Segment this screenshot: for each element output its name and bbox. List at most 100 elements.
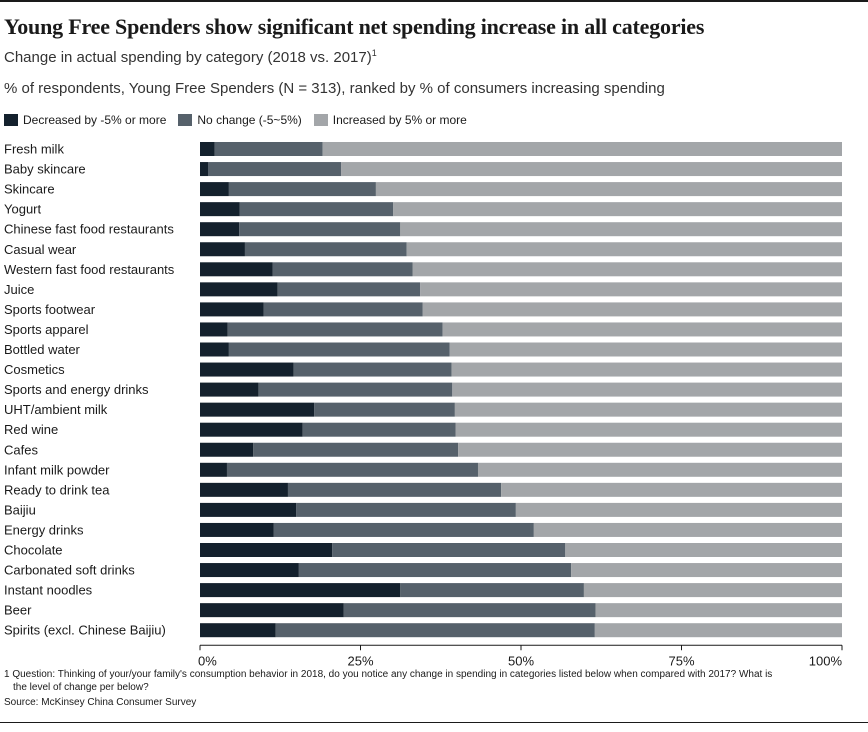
- bar-segment-infant-milk-powder-increased: [477, 462, 842, 477]
- bar-segment-red-wine-decreased: [200, 422, 303, 437]
- x-tick-label-0: 0%: [198, 653, 217, 666]
- top-rule: [0, 0, 868, 2]
- bar-segment-skincare-decreased: [200, 182, 229, 197]
- bar-segment-chinese-fast-food-restaurants-no-change: [239, 222, 401, 237]
- bar-segment-instant-noodles-no-change: [400, 583, 584, 598]
- category-label-chinese-fast-food-restaurants: Chinese fast food restaurants: [4, 222, 174, 237]
- category-label-bottled-water: Bottled water: [4, 342, 81, 357]
- bar-segment-chocolate-no-change: [332, 543, 566, 557]
- bar-segment-uht-ambient-milk-no-change: [314, 402, 455, 417]
- bar-segment-casual-wear-increased: [406, 242, 842, 257]
- bar-segment-cosmetics-decreased: [200, 362, 294, 377]
- bar-segment-cosmetics-no-change: [293, 362, 452, 377]
- bar-segment-red-wine-increased: [455, 422, 842, 437]
- bar-segment-beer-decreased: [200, 603, 344, 618]
- category-label-spirits-excl-chinese-baijiu: Spirits (excl. Chinese Baijiu): [4, 623, 166, 638]
- category-label-baijiu: Baijiu: [4, 502, 36, 517]
- bar-segment-baby-skincare-no-change: [208, 162, 342, 177]
- bar-segment-uht-ambient-milk-decreased: [200, 402, 315, 417]
- bar-segment-bottled-water-no-change: [228, 342, 450, 357]
- bar-segment-sports-footwear-no-change: [263, 302, 423, 317]
- bar-segment-fresh-milk-no-change: [214, 142, 323, 156]
- bar-segment-yogurt-decreased: [200, 202, 240, 217]
- bar-segment-juice-increased: [420, 282, 842, 297]
- category-label-red-wine: Red wine: [4, 422, 58, 437]
- bar-segment-carbonated-soft-drinks-decreased: [200, 563, 299, 578]
- bar-segment-cafes-no-change: [253, 442, 459, 457]
- bar-segment-ready-to-drink-tea-no-change: [287, 482, 502, 497]
- bar-segment-skincare-no-change: [228, 182, 376, 197]
- bottom-rule: [0, 722, 868, 723]
- legend-item-increased: Increased by 5% or more: [313, 113, 467, 127]
- legend-label-decreased: Decreased by -5% or more: [23, 113, 167, 127]
- category-label-western-fast-food-restaurants: Western fast food restaurants: [4, 262, 175, 277]
- legend-item-decreased: Decreased by -5% or more: [4, 113, 166, 127]
- bar-segment-skincare-increased: [375, 182, 842, 197]
- bar-segment-sports-footwear-decreased: [200, 302, 264, 317]
- footnote-text-continued: the level of change per below?: [13, 682, 149, 693]
- bar-segment-juice-no-change: [277, 282, 421, 297]
- bar-segment-sports-and-energy-drinks-increased: [452, 382, 842, 397]
- category-label-yogurt: Yogurt: [4, 202, 41, 217]
- bar-segment-spirits-excl-chinese-baijiu-no-change: [275, 623, 595, 638]
- category-label-fresh-milk: Fresh milk: [4, 142, 64, 157]
- legend-label-no-change: No change (-5~5%): [197, 113, 302, 127]
- category-label-sports-footwear: Sports footwear: [4, 302, 96, 317]
- x-tick-label-2: 50%: [508, 653, 534, 666]
- bar-segment-sports-apparel-no-change: [227, 322, 443, 337]
- bar-segment-sports-and-energy-drinks-no-change: [258, 382, 453, 397]
- chart-title: Young Free Spenders show significant net…: [4, 14, 705, 39]
- bar-segment-western-fast-food-restaurants-decreased: [200, 262, 273, 277]
- bar-segment-sports-footwear-increased: [422, 302, 842, 317]
- bar-segment-yogurt-increased: [393, 202, 842, 217]
- category-label-infant-milk-powder: Infant milk powder: [4, 462, 110, 477]
- bar-segment-baby-skincare-decreased: [200, 162, 209, 177]
- bar-segment-infant-milk-powder-decreased: [200, 462, 227, 477]
- legend-item-no-change: No change (-5~5%): [178, 113, 302, 127]
- category-label-carbonated-soft-drinks: Carbonated soft drinks: [4, 563, 135, 578]
- bar-segment-spirits-excl-chinese-baijiu-increased: [594, 623, 842, 638]
- bar-segment-sports-apparel-increased: [442, 322, 842, 337]
- bar-segment-bottled-water-increased: [449, 342, 842, 357]
- bar-segment-infant-milk-powder-no-change: [226, 462, 478, 477]
- bar-segment-cafes-decreased: [200, 442, 254, 457]
- category-label-uht-ambient-milk: UHT/ambient milk: [4, 402, 108, 417]
- bar-segment-ready-to-drink-tea-decreased: [200, 482, 288, 497]
- category-label-juice: Juice: [4, 282, 34, 297]
- bar-segment-fresh-milk-increased: [322, 142, 842, 156]
- category-label-sports-apparel: Sports apparel: [4, 322, 89, 337]
- x-tick-label-3: 75%: [668, 653, 694, 666]
- category-label-skincare: Skincare: [4, 182, 55, 197]
- bar-segment-beer-increased: [595, 603, 842, 618]
- bar-segment-sports-apparel-decreased: [200, 322, 228, 337]
- bar-segment-baby-skincare-increased: [341, 162, 842, 177]
- bar-segment-instant-noodles-decreased: [200, 583, 401, 598]
- bar-segment-energy-drinks-decreased: [200, 522, 274, 537]
- category-label-ready-to-drink-tea: Ready to drink tea: [4, 482, 110, 497]
- category-label-chocolate: Chocolate: [4, 543, 63, 558]
- legend-swatch-no-change: [178, 114, 193, 126]
- footnote-text: Question: Thinking of your/your family's…: [12, 669, 773, 680]
- footnote: 1 Question: Thinking of your/your family…: [4, 668, 804, 694]
- bar-segment-chinese-fast-food-restaurants-increased: [400, 222, 842, 237]
- category-label-instant-noodles: Instant noodles: [4, 583, 93, 598]
- bar-segment-carbonated-soft-drinks-increased: [571, 563, 842, 578]
- subtitle-footnote-mark: 1: [371, 48, 377, 58]
- chart-subtitle-respondents: % of respondents, Young Free Spenders (N…: [4, 80, 665, 97]
- bar-segment-chinese-fast-food-restaurants-decreased: [200, 222, 240, 237]
- bar-segment-red-wine-no-change: [302, 422, 456, 437]
- bar-segment-energy-drinks-increased: [533, 522, 842, 537]
- bar-segment-beer-no-change: [343, 603, 596, 618]
- bar-segment-cafes-increased: [458, 442, 842, 457]
- subtitle-text: Change in actual spending by category (2…: [4, 49, 372, 66]
- category-label-baby-skincare: Baby skincare: [4, 162, 86, 177]
- bar-segment-fresh-milk-decreased: [200, 142, 215, 156]
- category-label-beer: Beer: [4, 603, 32, 618]
- legend-swatch-increased: [313, 114, 328, 126]
- bar-segment-baijiu-no-change: [296, 502, 516, 517]
- bar-segment-western-fast-food-restaurants-increased: [412, 262, 842, 277]
- bar-segment-uht-ambient-milk-increased: [454, 402, 842, 417]
- bar-segment-western-fast-food-restaurants-no-change: [272, 262, 413, 277]
- bar-segment-spirits-excl-chinese-baijiu-decreased: [200, 623, 276, 638]
- bar-segment-baijiu-decreased: [200, 502, 297, 517]
